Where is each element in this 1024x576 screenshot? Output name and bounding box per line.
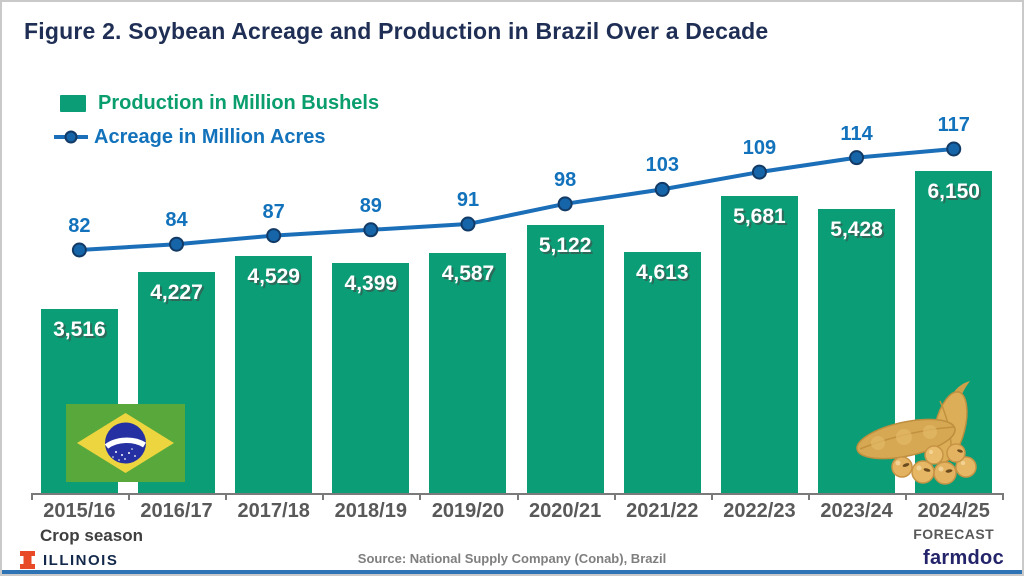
acreage-point	[946, 141, 962, 157]
legend-item-production: Production in Million Bushels	[60, 86, 379, 120]
production-bar-value: 6,150	[927, 180, 980, 204]
illinois-logo: ILLINOIS	[20, 551, 118, 569]
x-axis-label: 2020/21	[528, 500, 602, 522]
acreage-line-marker-icon	[53, 128, 89, 146]
acreage-value-label: 87	[262, 200, 285, 223]
x-axis-label: 2023/24	[820, 500, 893, 522]
legend-item-acreage: Acreage in Million Acres	[53, 120, 379, 154]
source-text: Source: National Supply Company (Conab),…	[357, 551, 667, 566]
brazil-flag-image	[66, 404, 185, 487]
x-axis-label: 2017/18	[237, 500, 310, 522]
x-axis-tick	[1002, 493, 1005, 500]
production-bar-value: 5,681	[733, 204, 786, 228]
production-bar	[429, 252, 507, 493]
acreage-point	[849, 150, 865, 166]
x-axis-label: 2018/19	[334, 500, 407, 522]
production-bar	[526, 224, 604, 493]
x-axis-tick	[225, 493, 228, 500]
acreage-value-label: 91	[456, 189, 480, 212]
acreage-value-label: 98	[554, 168, 577, 191]
production-bar	[623, 251, 701, 493]
production-bar	[235, 255, 313, 493]
legend-label-acreage: Acreage in Million Acres	[94, 125, 326, 148]
x-axis-label: 2021/22	[626, 500, 699, 522]
x-axis-tick	[322, 493, 325, 500]
acreage-value-label: 103	[645, 154, 679, 177]
footer: ILLINOIS Source: National Supply Company…	[2, 544, 1022, 570]
production-bar-value: 5,122	[538, 233, 592, 257]
illinois-block-i-icon	[20, 551, 35, 569]
acreage-point	[557, 196, 573, 212]
legend: Production in Million Bushels Acreage in…	[53, 86, 379, 154]
x-axis-label: 2024/25	[917, 500, 990, 522]
production-bar-value: 3,516	[53, 318, 106, 341]
acreage-point	[654, 181, 670, 197]
x-axis-tick	[710, 493, 713, 500]
acreage-point	[71, 242, 87, 258]
production-bar-value: 4,227	[150, 280, 203, 304]
acreage-point	[460, 216, 476, 232]
acreage-value-label: 114	[840, 122, 873, 145]
x-axis-tick	[613, 493, 616, 500]
acreage-point	[363, 222, 379, 238]
x-axis-label: 2019/20	[431, 500, 505, 522]
production-bar-value: 4,587	[441, 261, 495, 285]
x-axis-tick	[127, 493, 130, 500]
acreage-value-label: 82	[68, 215, 91, 237]
production-bar-value: 4,613	[635, 260, 689, 284]
acreage-value-label: 89	[359, 194, 382, 217]
x-axis-tick	[808, 493, 810, 500]
x-axis-tick	[905, 493, 908, 500]
x-axis-tick	[516, 493, 519, 500]
acreage-point	[266, 228, 282, 244]
x-axis-tick	[30, 493, 33, 500]
production-bar-value: 4,399	[344, 271, 398, 295]
bottom-accent-bar	[2, 570, 1022, 574]
soybean-pods-image	[844, 375, 1002, 496]
x-axis-title: Crop season	[40, 526, 143, 545]
production-bar-value: 5,428	[830, 217, 883, 241]
production-bar	[332, 262, 410, 493]
illinois-wordmark: ILLINOIS	[43, 551, 119, 569]
x-axis-tick	[419, 493, 422, 500]
forecast-label: FORECAST	[913, 526, 995, 542]
acreage-value-label: 84	[165, 209, 188, 232]
production-swatch-icon	[60, 94, 86, 112]
legend-label-production: Production in Million Bushels	[98, 91, 380, 114]
acreage-value-label: 109	[742, 137, 777, 160]
acreage-point	[751, 164, 767, 180]
acreage-point	[169, 236, 185, 252]
x-axis-label: 2016/17	[140, 500, 213, 522]
x-axis-label: 2022/23	[723, 500, 796, 522]
farmdoc-logo: farmdoc	[922, 547, 1004, 569]
production-bar-value: 4,529	[247, 264, 300, 288]
x-axis-label: 2015/16	[43, 500, 116, 522]
acreage-value-label: 117	[937, 113, 970, 136]
page-title: Figure 2. Soybean Acreage and Production…	[24, 18, 769, 44]
production-bar	[720, 195, 798, 493]
